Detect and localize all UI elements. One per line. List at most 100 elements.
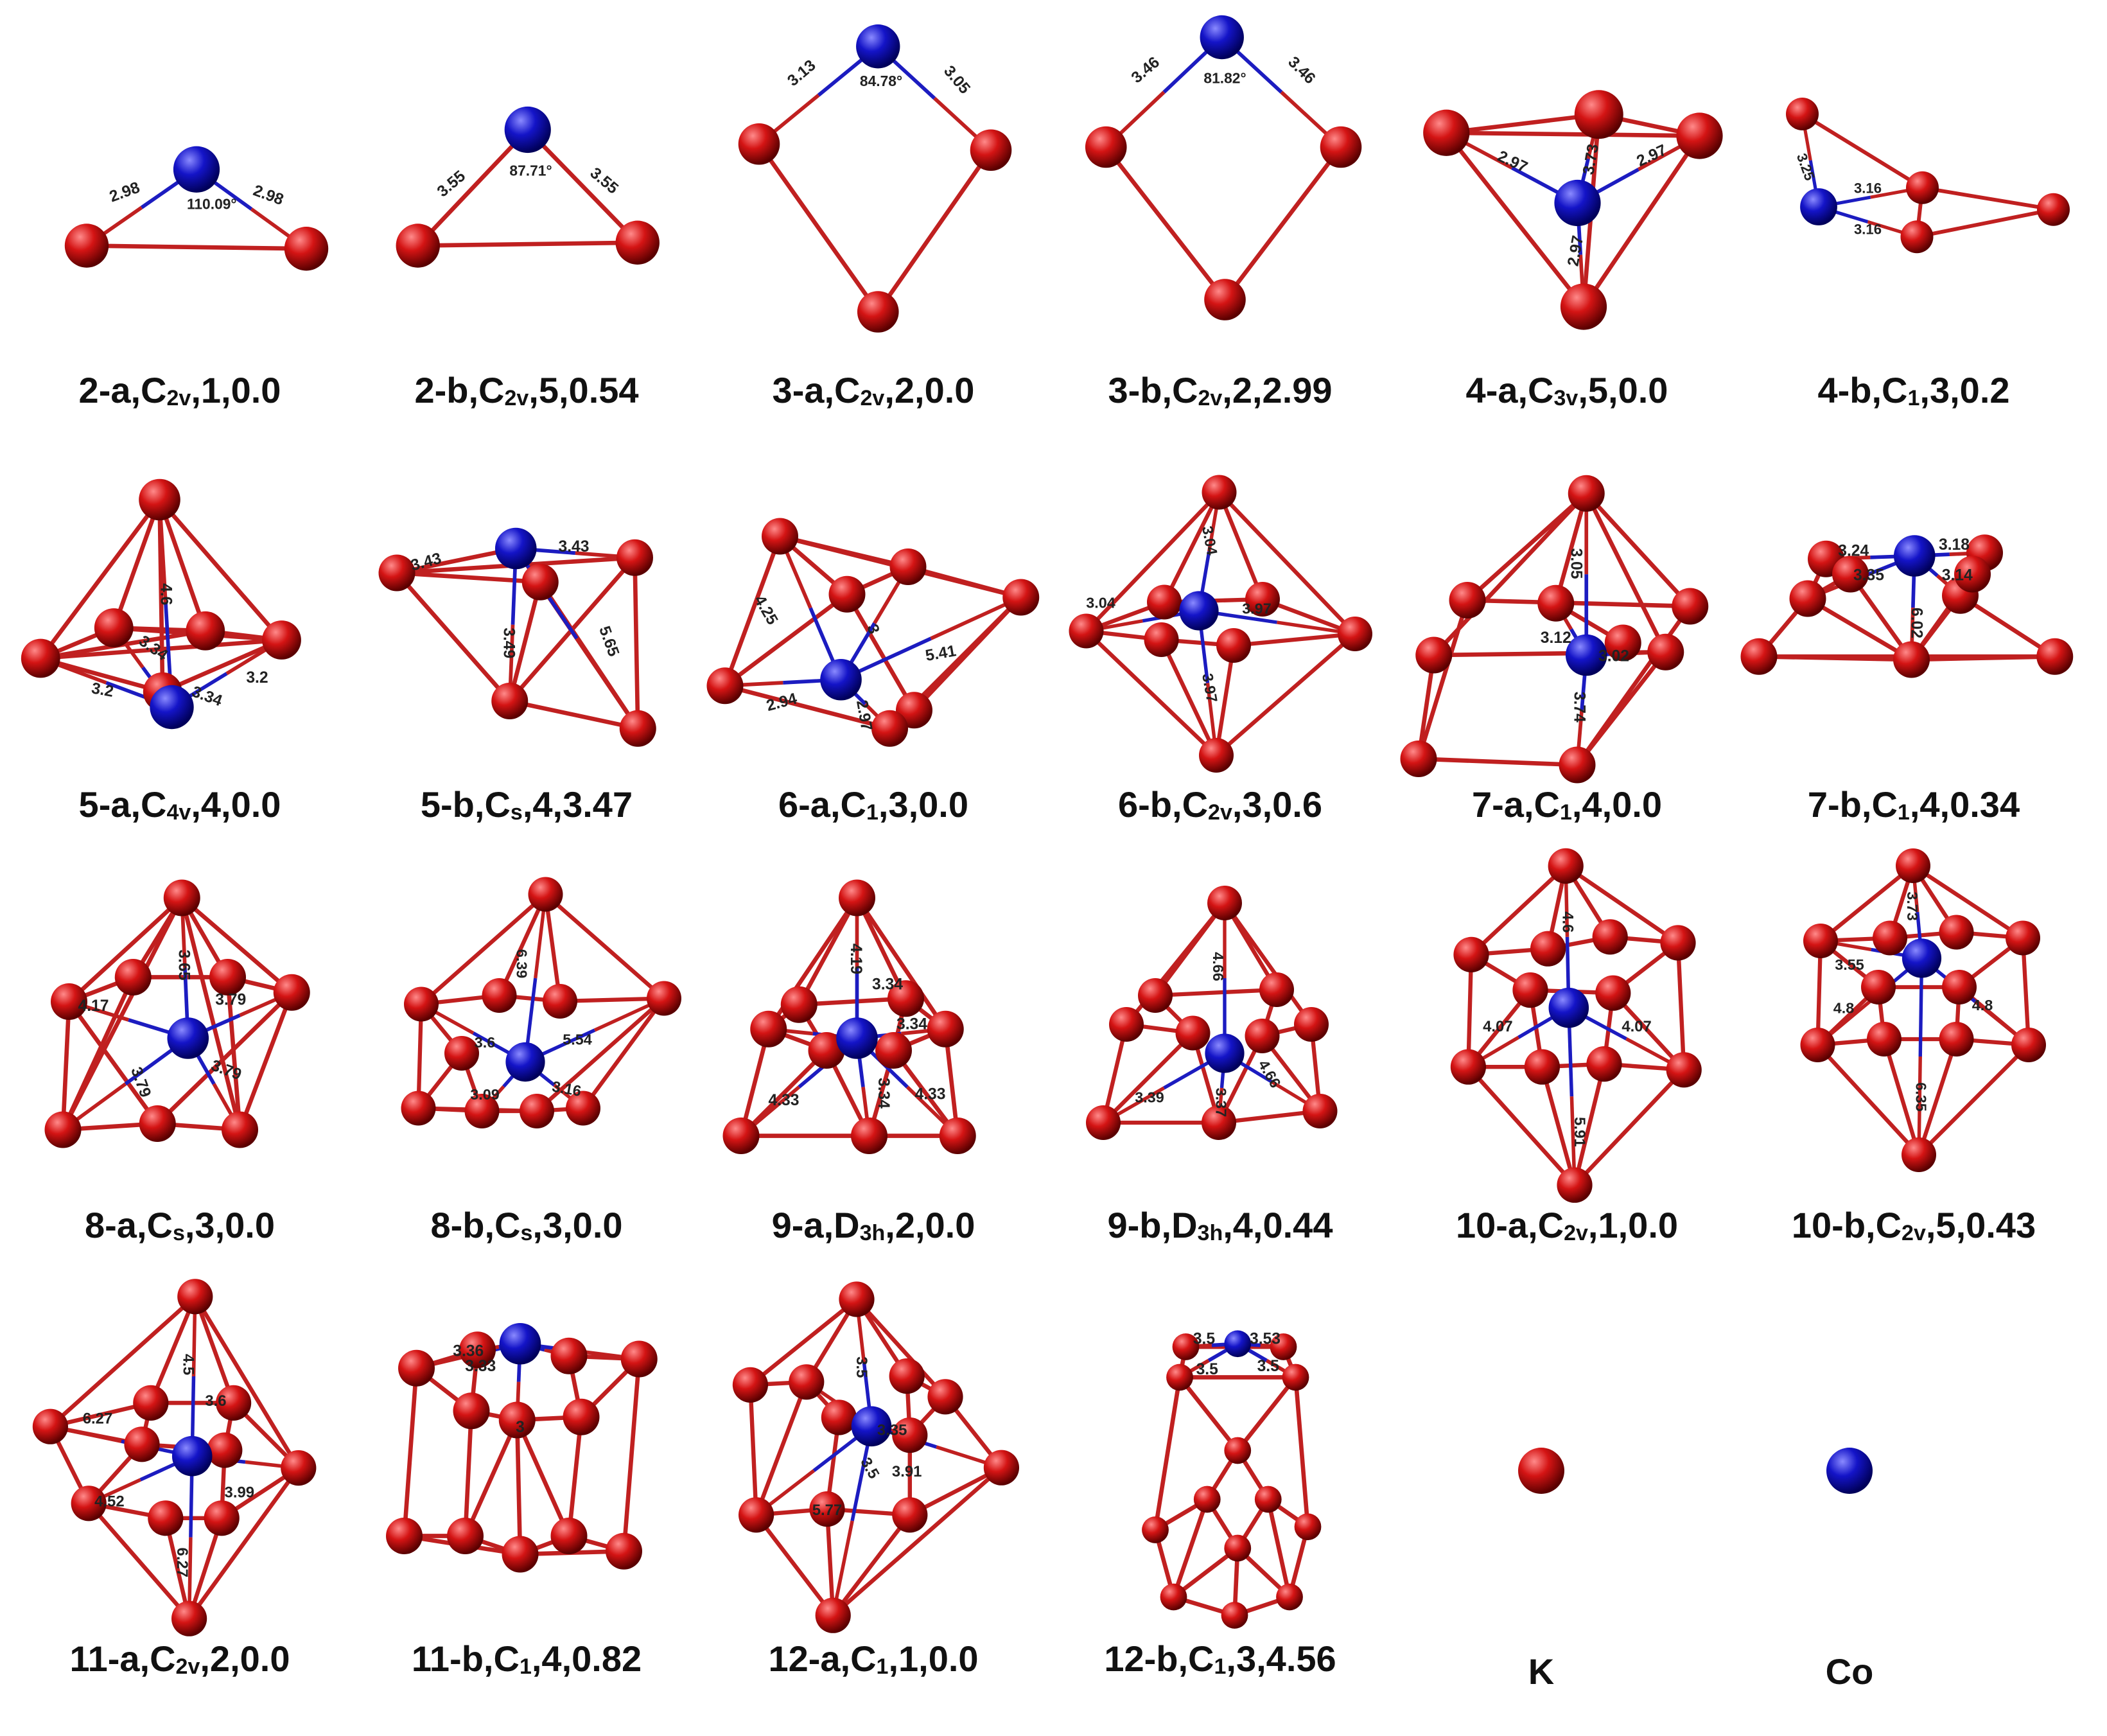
structure-caption: 9-a,D3h,2,0.0	[706, 1204, 1040, 1246]
k-k-bond	[1572, 1062, 1607, 1188]
bond-length-label: 3.37	[1213, 1088, 1230, 1118]
co-atom	[1205, 1033, 1245, 1073]
k-k-bond	[148, 1294, 198, 1405]
k-k-bond	[415, 240, 640, 248]
structure-2-b: 3.55 3.55 87.71° 2-b,C2v,5,0.54	[360, 13, 694, 411]
k-atom	[1786, 98, 1819, 130]
k-atom	[209, 959, 247, 995]
k-k-bond	[1217, 490, 1265, 602]
k-atom	[1537, 584, 1575, 622]
k-atom	[1172, 1333, 1200, 1360]
k-atom	[171, 1600, 207, 1636]
molecule-2-a: 2.98 2.98 110.09°	[64, 146, 329, 271]
k-k-bond	[419, 892, 548, 1006]
k-atom	[1557, 1167, 1593, 1203]
k-atom	[722, 1118, 760, 1154]
k-k-bond	[1818, 863, 1916, 943]
caption-symmetry-main: C	[1172, 370, 1198, 410]
bond-length-label: 3.5	[853, 1356, 870, 1378]
k-k-bond	[1266, 1497, 1292, 1599]
k-k-bond	[157, 497, 284, 642]
k-k-bond	[1958, 593, 2058, 659]
caption-id: 12-a,	[768, 1638, 851, 1679]
k-k-bond	[1162, 490, 1221, 604]
k-k-bond	[1084, 490, 1221, 633]
k-atom	[789, 1364, 825, 1400]
k-atom	[1676, 112, 1723, 159]
co-atom	[820, 658, 862, 701]
k-k-bond	[415, 127, 530, 248]
k-atom	[1512, 972, 1548, 1008]
structure-caption: 12-a,C1,1,0.0	[706, 1638, 1040, 1679]
k-atom	[1245, 582, 1280, 617]
k-atom	[739, 1497, 774, 1533]
caption-symmetry-sub: 3h	[859, 1221, 886, 1245]
k-atom	[550, 1518, 588, 1554]
k-k-bond	[722, 592, 850, 688]
k-k-bond	[1805, 596, 1914, 662]
k-k-bond	[1214, 643, 1236, 758]
structure-caption: 7-a,C1,4,0.0	[1400, 784, 1734, 825]
k-atom	[222, 1111, 259, 1148]
k-atom	[1224, 1534, 1252, 1562]
k-k-bond	[1910, 863, 2025, 940]
k-atom	[1109, 1007, 1144, 1042]
k-atom	[94, 608, 134, 647]
structure-4-a: 2.97 3.73 2.97 2.97 4-a,C3v,5,0.0	[1400, 13, 1734, 411]
bond-length-label: 3.34	[875, 1078, 892, 1109]
k-k-bond	[525, 127, 640, 245]
k-k-bond	[394, 570, 543, 584]
k-atom	[401, 1091, 436, 1126]
caption-multiplicity-energy: ,2,2.99	[1222, 370, 1333, 410]
k-k-bond	[86, 1501, 191, 1621]
k-k-bond	[1444, 130, 1702, 138]
structure-10-a: 4.6 4.07 4.07 5.91 10-a,C2v,1,0.0	[1400, 848, 1734, 1252]
k-k-bond	[463, 1417, 520, 1538]
structure-caption: 10-b,C2v,5,0.43	[1747, 1204, 2081, 1246]
k-atom	[498, 1401, 536, 1439]
k-atom	[750, 1010, 787, 1048]
bond-length-label: 4.8	[1972, 997, 1993, 1013]
k-k-bond	[1575, 604, 1693, 767]
k-k-bond	[193, 1294, 301, 1470]
caption-symmetry-sub: 2v	[1198, 386, 1223, 410]
caption-symmetry-main: C	[146, 1205, 173, 1245]
k-atom	[2006, 920, 2040, 956]
co-atom	[856, 24, 900, 69]
k-atom	[939, 1118, 976, 1154]
structure-caption: 3-a,C2v,2,0.0	[706, 369, 1040, 411]
legend-item-co: Co	[1753, 1432, 1946, 1702]
caption-id: 10-b,	[1791, 1205, 1876, 1245]
k-atom	[1800, 1028, 1835, 1062]
k-atom	[1453, 936, 1489, 972]
k-k-bond	[38, 656, 165, 694]
caption-multiplicity-energy: ,4,0.0	[191, 784, 281, 825]
k-k-bond	[1815, 938, 1823, 1048]
k-k-bond	[633, 555, 640, 731]
k-k-bond	[507, 699, 640, 731]
k-k-bond	[238, 990, 294, 1132]
legend-atom-swatch	[1518, 1448, 1564, 1494]
molecule-12-b: 3.5 3.53 3.5 3.5	[1142, 1330, 1322, 1629]
k-k-bond	[1469, 864, 1568, 957]
molecule-5-a: 4.63.343.2 3.343.2	[21, 478, 301, 730]
molecule-11-a: 4.5 6.27 3.6 4.52 3.99 6.27	[32, 1279, 317, 1636]
structure-caption: 2-b,C2v,5,0.54	[360, 369, 694, 411]
k-atom	[71, 1486, 107, 1521]
structure-caption: 7-b,C1,4,0.34	[1747, 784, 2081, 825]
k-k-bond	[507, 579, 543, 703]
k-atom	[284, 227, 329, 271]
k-atom	[51, 983, 87, 1020]
bond-length-label: 4.19	[847, 943, 864, 974]
bond-length-label: 3.97	[1242, 601, 1272, 617]
bond-length-label: 4.66	[1210, 952, 1227, 981]
k-atom	[491, 683, 529, 719]
legend-label: K	[1528, 1651, 1555, 1692]
k-k-bond	[566, 1414, 584, 1538]
caption-symmetry-sub: 1	[1214, 1654, 1227, 1679]
caption-multiplicity-energy: ,1,0.0	[888, 1638, 979, 1679]
k-k-bond	[754, 1380, 809, 1518]
k-k-bond	[1153, 987, 1279, 998]
k-atom	[851, 1118, 887, 1154]
caption-symmetry-sub: 3h	[1197, 1221, 1223, 1245]
